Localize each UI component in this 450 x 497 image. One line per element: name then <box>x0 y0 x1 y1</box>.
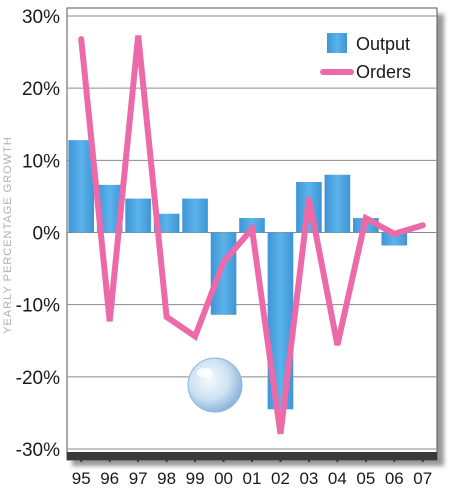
y-tick-label: 20% <box>22 79 60 100</box>
x-tick-label: 05 <box>356 469 375 488</box>
x-tick-label: 04 <box>328 469 347 488</box>
legend-orders-label: Orders <box>356 62 411 82</box>
x-tick-label: 07 <box>413 469 432 488</box>
x-tick-label: 03 <box>299 469 318 488</box>
y-tick-label: -20% <box>16 368 60 389</box>
output-bar <box>324 174 351 233</box>
x-tick-label: 95 <box>72 469 91 488</box>
output-bar <box>68 140 95 233</box>
output-bar <box>125 198 151 233</box>
x-tick-label: 96 <box>100 469 119 488</box>
bubble-icon <box>187 357 243 413</box>
x-tick-label: 02 <box>271 469 290 488</box>
y-tick-label: -30% <box>16 440 60 461</box>
x-tick-label: 00 <box>214 469 233 488</box>
y-tick-label: 10% <box>22 151 60 172</box>
y-tick-label: 0% <box>33 224 61 245</box>
x-tick-labels: 95 96 97 98 99 00 01 02 03 04 05 06 07 <box>72 455 432 488</box>
legend: Output Orders <box>320 33 411 82</box>
y-tick-labels: 30% 20% 10% 0% -10% -20% -30% <box>16 7 60 461</box>
x-tick-label: 99 <box>186 469 205 488</box>
output-bar <box>182 198 208 233</box>
output-bar <box>210 232 237 315</box>
x-tick-label: 97 <box>129 469 148 488</box>
legend-output-label: Output <box>356 34 410 54</box>
x-tick-label: 01 <box>243 469 262 488</box>
y-tick-label: 30% <box>22 7 60 28</box>
legend-output-swatch <box>327 33 347 53</box>
y-axis-label: YEARLY PERCENTAGE GROWTH <box>2 136 14 334</box>
orders-line <box>78 35 426 435</box>
x-tick-label: 98 <box>157 469 176 488</box>
output-bars <box>68 140 408 410</box>
orders-line-group <box>78 35 426 435</box>
x-tick-label: 06 <box>385 469 404 488</box>
y-tick-label: -10% <box>16 296 60 317</box>
output-bar <box>381 232 408 246</box>
